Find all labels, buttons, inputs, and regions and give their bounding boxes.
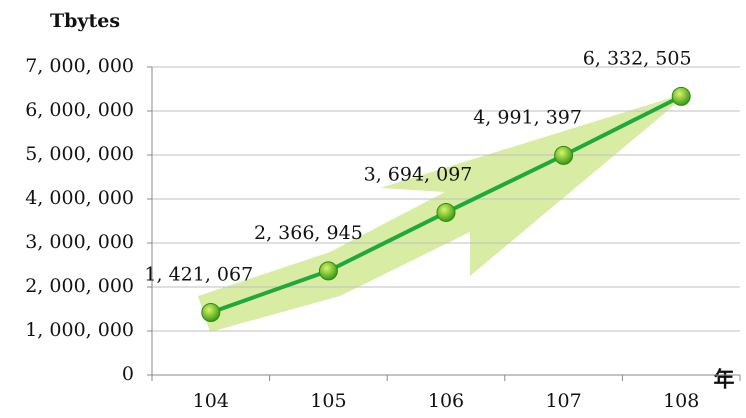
- x-tick-label: 104: [193, 390, 229, 412]
- y-tick-label: 0: [122, 363, 134, 385]
- y-tick-label: 4, 000, 000: [25, 187, 134, 209]
- data-label: 6, 332, 505: [583, 47, 692, 69]
- y-tick-label: 5, 000, 000: [25, 143, 134, 165]
- marker: [671, 86, 691, 106]
- y-tick-label: 3, 000, 000: [25, 231, 134, 253]
- data-label: 3, 694, 097: [364, 163, 473, 185]
- y-tick-label: 6, 000, 000: [25, 99, 134, 121]
- x-axis-title: 年: [714, 367, 735, 392]
- y-tick-label: 2, 000, 000: [25, 275, 134, 297]
- data-label: 4, 991, 397: [473, 106, 582, 128]
- marker: [318, 261, 338, 281]
- x-tick-label: 107: [545, 390, 581, 412]
- y-tick-label: 7, 000, 000: [25, 55, 134, 77]
- y-axis-title: Tbytes: [50, 10, 120, 32]
- marker: [201, 302, 221, 322]
- marker: [436, 202, 456, 222]
- x-tick-label: 105: [310, 390, 346, 412]
- marker: [554, 145, 574, 165]
- x-tick-label: 106: [428, 390, 464, 412]
- data-label: 1, 421, 067: [144, 263, 253, 285]
- x-tick-label: 108: [663, 390, 699, 412]
- data-label: 2, 366, 945: [254, 222, 363, 244]
- y-tick-label: 1, 000, 000: [25, 319, 134, 341]
